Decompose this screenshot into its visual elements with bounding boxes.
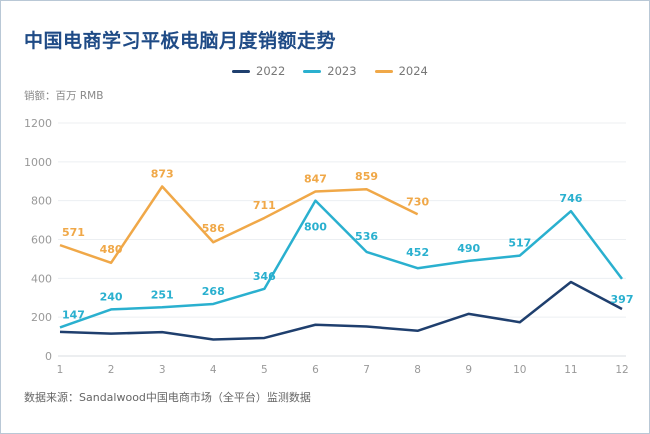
- data-label-2023: 346: [253, 270, 276, 283]
- data-label-2024: 847: [304, 173, 327, 186]
- legend-item-2023: 2023: [303, 64, 357, 78]
- y-tick-label: 400: [31, 272, 52, 285]
- data-label-2023: 490: [457, 242, 480, 255]
- legend-item-2022: 2022: [232, 64, 285, 78]
- x-tick-label: 3: [159, 364, 166, 376]
- legend-item-2024: 2024: [374, 64, 428, 78]
- data-label-2023: 800: [304, 221, 327, 234]
- x-tick-label: 8: [414, 364, 421, 376]
- series-line-2022: [59, 280, 623, 341]
- y-tick-label: 0: [45, 350, 52, 363]
- y-tick-label: 1000: [24, 156, 52, 169]
- legend-label: 2023: [327, 64, 357, 78]
- x-tick-label: 5: [261, 364, 268, 376]
- data-label-2024: 480: [100, 243, 123, 256]
- legend-swatch: [303, 69, 322, 73]
- x-tick-label: 11: [564, 364, 577, 376]
- x-tick-label: 7: [363, 364, 370, 376]
- legend-swatch: [232, 69, 250, 73]
- x-tick-label: 10: [513, 364, 526, 376]
- data-label-2024: 730: [406, 195, 429, 208]
- legend-label: 2024: [398, 64, 428, 78]
- data-label-2024: 873: [151, 167, 174, 180]
- y-tick-label: 800: [31, 195, 52, 208]
- data-label-2024: 571: [62, 226, 85, 239]
- source-note: 数据来源：Sandalwood中国电商市场（全平台）监测数据: [24, 391, 311, 404]
- data-label-2024: 859: [355, 170, 378, 183]
- x-tick-label: 4: [210, 364, 217, 376]
- x-tick-label: 2: [108, 364, 115, 376]
- series-line-2024: [59, 185, 419, 265]
- data-label-2024: 586: [202, 222, 225, 235]
- data-label-2023: 147: [62, 308, 85, 321]
- data-label-2023: 746: [559, 192, 582, 205]
- chart-title: 中国电商学习平板电脑月度销额走势: [24, 30, 337, 52]
- data-label-2023: 536: [355, 230, 378, 243]
- x-tick-label: 9: [465, 364, 472, 376]
- data-label-2023: 517: [508, 237, 531, 250]
- data-label-2023: 251: [151, 288, 174, 301]
- y-tick-label: 600: [31, 234, 52, 247]
- x-tick-label: 1: [57, 364, 64, 376]
- data-label-2023: 268: [202, 285, 225, 298]
- legend-swatch: [374, 69, 393, 73]
- data-label-2023: 397: [611, 293, 634, 306]
- y-tick-label: 1200: [24, 117, 52, 130]
- legend-label: 2022: [256, 64, 286, 78]
- y-tick-label: 200: [31, 311, 52, 324]
- data-label-2023: 240: [100, 290, 123, 303]
- x-tick-label: 6: [312, 364, 319, 376]
- series-line-2023: [59, 199, 623, 329]
- x-tick-label: 12: [615, 364, 628, 376]
- data-label-2023: 452: [406, 246, 429, 259]
- y-axis-unit: 销额：百万 RMB: [24, 90, 104, 102]
- data-label-2024: 711: [253, 199, 276, 212]
- legend: 2022 2023 2024: [232, 64, 428, 78]
